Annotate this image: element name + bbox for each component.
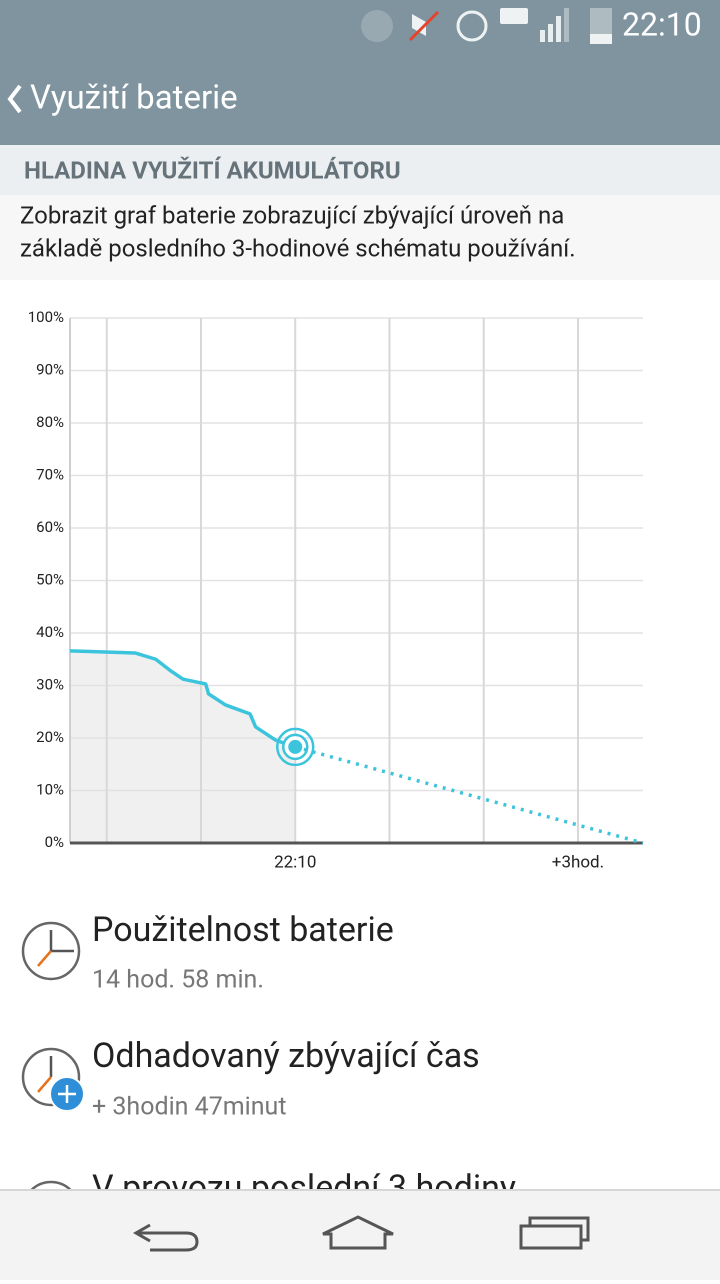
y-tick-label: 70%	[36, 465, 64, 483]
item-icon	[21, 921, 81, 981]
y-tick-label: 20%	[36, 728, 64, 746]
y-tick-label: 50%	[36, 570, 64, 588]
back-button[interactable]	[7, 84, 22, 114]
current-point-ring	[275, 727, 315, 767]
description: základě posledního 3-hodinové schématu p…	[20, 234, 576, 262]
y-tick-label: 60%	[36, 518, 64, 536]
y-tick-label: 40%	[36, 623, 64, 641]
y-tick-label: 10%	[36, 780, 64, 798]
nav-recent[interactable]	[519, 1216, 590, 1250]
line	[294, 745, 644, 845]
status-icons	[361, 8, 612, 44]
status-time: 22:10	[622, 5, 702, 43]
item-title[interactable]: Odhadovaný zbývající čas	[92, 1036, 480, 1076]
x-tick-label: 22:10	[274, 852, 316, 872]
nav-home[interactable]	[322, 1215, 394, 1250]
y-tick-label: 0%	[45, 833, 64, 851]
y-tick-label: 90%	[36, 360, 64, 378]
y-tick-label: 80%	[36, 413, 64, 431]
line	[69, 649, 296, 749]
item-subtitle: 14 hod. 58 min.	[92, 966, 264, 995]
x-tick-label: +3hod.	[552, 852, 604, 872]
nav-back[interactable]	[132, 1223, 199, 1252]
header-title: Využití baterie	[30, 79, 238, 118]
y-tick-label: 30%	[36, 675, 64, 693]
chart: 0% 10% 20% 30% 40% 50% 60% 70% 80% 90% 100% 22:10 +3…	[28, 308, 644, 872]
description: Zobrazit graf baterie zobrazující zbývaj…	[20, 201, 564, 229]
item-title[interactable]: Použitelnost baterie	[92, 910, 394, 950]
item-icon	[21, 1047, 85, 1112]
section-title: HLADINA VYUŽITÍ AKUMULÁTORU	[24, 156, 401, 184]
area	[70, 650, 296, 843]
item-subtitle: + 3hodin 47minut	[92, 1093, 287, 1122]
description-bg	[0, 195, 720, 280]
nav-bar	[0, 1190, 720, 1280]
y-tick-label: 100%	[28, 308, 64, 326]
section-bg	[0, 145, 720, 195]
